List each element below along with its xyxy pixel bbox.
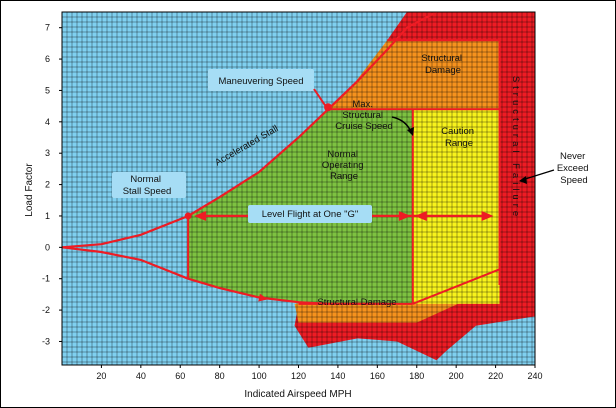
structural-damage-bottom-label: Structural Damage (317, 297, 396, 308)
normal-stall-label: Normal Stall Speed (123, 174, 172, 197)
maneuvering-speed-arrow (313, 88, 326, 106)
y-tick-label: 3 (45, 148, 50, 158)
y-axis-label: Load Factor (24, 163, 35, 217)
normal-stall-box (112, 172, 186, 198)
level-flight-arrow-mid-right (414, 210, 427, 221)
cruise-arrow-head (407, 127, 414, 136)
y-tick-label: -3 (42, 336, 50, 346)
level-flight-arrow-left (194, 210, 207, 221)
x-ticks: 20 40 60 80 100 120 140 160 180 200 220 240 (96, 365, 543, 381)
x-tick-label: 100 (252, 371, 267, 381)
x-tick-label: 80 (215, 371, 225, 381)
max-structural-cruise-label: Max. Structural Cruise Speed (335, 99, 393, 132)
x-tick-label: 220 (488, 371, 503, 381)
caution-range-region (412, 109, 500, 304)
y-tick-label: 7 (45, 23, 50, 33)
level-flight-box (248, 205, 372, 223)
negative-stall-curve (62, 246, 388, 305)
structural-damage-top-label: Structural Damage (421, 53, 464, 76)
never-exceed-arrow-head (519, 176, 527, 184)
x-tick-label: 240 (527, 371, 542, 381)
structural-failure-label: Structural Failure (510, 76, 521, 220)
grid (62, 12, 535, 365)
y-tick-label: 5 (45, 85, 50, 95)
y-tick-label: 0 (45, 242, 50, 252)
y-tick-label: 2 (45, 180, 50, 190)
accelerated-stall-curve (62, 12, 438, 249)
x-tick-label: 200 (449, 371, 464, 381)
x-tick-label: 20 (96, 371, 106, 381)
y-tick-label: 1 (45, 211, 50, 221)
never-exceed-arrow-line (521, 169, 555, 181)
maneuvering-speed-label: Maneuvering Speed (218, 76, 303, 87)
normal-stall-point (184, 212, 192, 220)
caution-range-label: Caution Range (441, 126, 476, 149)
level-flight-arrow-mid-left (398, 210, 411, 221)
x-tick-label: 120 (291, 371, 306, 381)
y-tick-label: 6 (45, 54, 50, 64)
y-tick-label: -1 (42, 274, 50, 284)
negative-taper-line (412, 268, 500, 305)
y-tick-label: -2 (42, 305, 50, 315)
never-exceed-label: Never Exceed Speed (557, 151, 591, 186)
normal-operating-label: Normal Operating Range (322, 149, 366, 182)
x-tick-label: 140 (330, 371, 345, 381)
y-tick-label: 4 (45, 117, 50, 127)
level-flight-arrow-right (481, 210, 494, 221)
maneuvering-speed-point (324, 103, 333, 112)
x-axis-label: Indicated Airspeed MPH (244, 389, 351, 400)
x-tick-label: 160 (370, 371, 385, 381)
y-ticks: 7 6 5 4 3 2 1 0 -1 -2 -3 (42, 23, 62, 346)
annotations: Maneuvering Speed Max. Structural Cruise… (112, 53, 591, 308)
level-flight-label: Level Flight at One "G" (262, 209, 359, 220)
x-tick-label: 40 (136, 371, 146, 381)
x-tick-label: 60 (175, 371, 185, 381)
x-tick-label: 180 (409, 371, 424, 381)
maneuvering-speed-box (208, 69, 314, 91)
